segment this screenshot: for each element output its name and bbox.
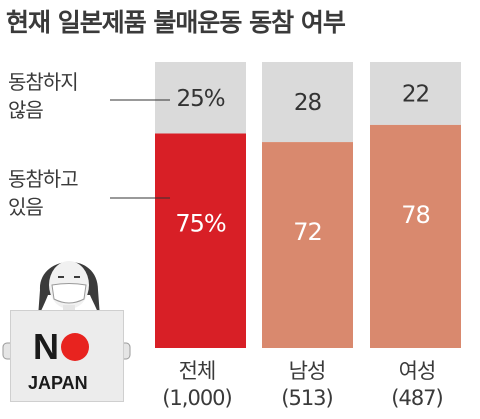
sign-no-text: N xyxy=(33,326,90,368)
value-label-participating-male: 72 xyxy=(293,218,322,246)
value-label-not-participating-female: 22 xyxy=(402,81,429,107)
category-label-female: 여성 (487) xyxy=(391,359,443,410)
bar-participating-male xyxy=(262,142,353,348)
value-label-not-participating-male: 28 xyxy=(294,90,322,116)
value-label-participating-female: 78 xyxy=(401,201,430,229)
chart-title: 현재 일본제품 불매운동 동참 여부 xyxy=(6,8,346,37)
bar-participating-female xyxy=(370,124,461,348)
value-label-not-participating-total: 25% xyxy=(176,86,224,112)
legend-participating: 동참하고 있음 xyxy=(8,167,79,219)
bar-participating-total xyxy=(155,133,246,348)
bar-not-participating-total xyxy=(155,62,246,134)
value-label-participating-total: 75% xyxy=(175,210,226,238)
bar-not-participating-male xyxy=(262,62,353,143)
rising-sun-circle-icon xyxy=(61,333,89,361)
category-label-male: 남성 (513) xyxy=(281,359,333,410)
category-label-total: 전체 (1,000) xyxy=(162,359,233,410)
sign-japan-text: JAPAN xyxy=(28,373,88,393)
legend-not-participating: 동참하지 않음 xyxy=(8,70,79,122)
bar-not-participating-female xyxy=(370,62,461,125)
